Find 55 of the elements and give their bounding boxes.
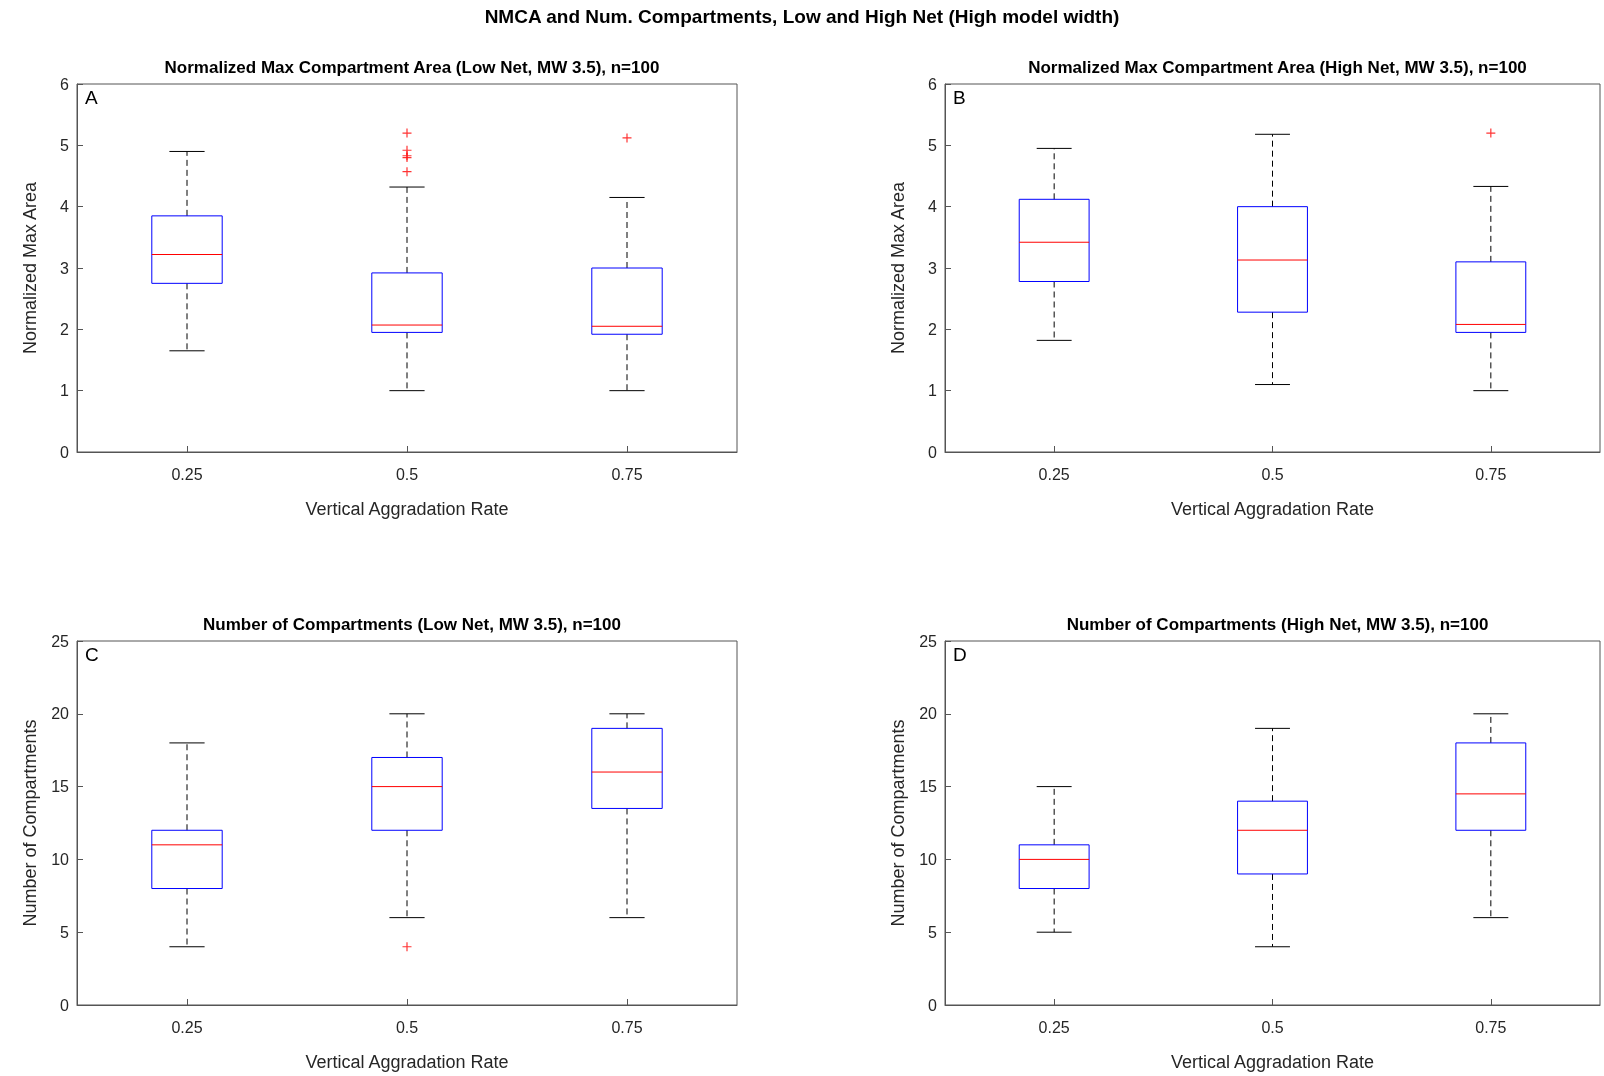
- chart-title: Number of Compartments (Low Net, MW 3.5), n=100: [203, 615, 621, 634]
- annotation: D: [953, 644, 967, 665]
- y-tick-label: 0: [928, 443, 938, 461]
- text: NMCA and Num. Compartments, Low and High Net (High model width): [483, 6, 1121, 28]
- y-tick-label: 25: [919, 632, 938, 650]
- chart-title: Normalized Max Compartment Area (Low Net, MW 3.5), n=100: [164, 58, 660, 77]
- y-tick-label: 4: [928, 198, 938, 216]
- y-tick-label: 5: [60, 136, 70, 154]
- y-tick-label: 20: [51, 705, 70, 723]
- y-tick-label: 2: [60, 320, 70, 338]
- y-tick-label: 1: [928, 382, 938, 400]
- x-tick-label: 0.25: [171, 1018, 203, 1036]
- y-tick-label: 10: [51, 850, 70, 868]
- x-axis-title: Vertical Aggradation Rate: [1170, 1052, 1375, 1072]
- y-axis-title: Number of Compartments: [888, 719, 908, 927]
- x-tick-label: 0.5: [1261, 465, 1284, 483]
- y-tick-label: 5: [928, 136, 938, 154]
- y-tick-label: 15: [51, 778, 70, 796]
- x-tick-label: 0.25: [171, 465, 203, 483]
- y-tick-label: 25: [51, 632, 70, 650]
- annotation: A: [85, 87, 98, 108]
- annotation: C: [85, 644, 99, 665]
- y-tick-label: 3: [60, 259, 70, 277]
- x-tick-label: 0.75: [1475, 1018, 1507, 1036]
- y-axis-title: Normalized Max Area: [888, 180, 908, 355]
- y-tick-label: 6: [60, 75, 70, 93]
- y-axis-title: Normalized Max Area: [20, 180, 40, 355]
- x-tick-label: 0.25: [1038, 465, 1070, 483]
- x-tick-label: 0.5: [395, 1018, 419, 1036]
- y-tick-label: 3: [928, 259, 938, 277]
- y-tick-label: 6: [928, 75, 938, 93]
- y-tick-label: 0: [60, 996, 70, 1014]
- x-tick-label: 0.25: [1038, 1018, 1070, 1036]
- y-tick-label: 2: [928, 320, 938, 338]
- x-axis-title: Vertical Aggradation Rate: [1170, 499, 1375, 519]
- x-tick-label: 0.5: [395, 465, 419, 483]
- y-tick-label: 15: [919, 778, 938, 796]
- x-tick-label: 0.75: [1475, 465, 1507, 483]
- y-tick-label: 5: [60, 923, 70, 941]
- annotation: B: [953, 87, 966, 108]
- x-axis-title: Vertical Aggradation Rate: [305, 1052, 509, 1072]
- x-tick-label: 0.75: [611, 1018, 643, 1036]
- y-tick-label: 0: [928, 996, 938, 1014]
- chart-title: Normalized Max Compartment Area (High Net, MW 3.5), n=100: [1028, 58, 1527, 77]
- y-tick-label: 20: [919, 705, 938, 723]
- y-tick-label: 4: [60, 198, 70, 216]
- y-axis-title: Number of Compartments: [20, 719, 40, 927]
- y-tick-label: 5: [928, 923, 938, 941]
- x-tick-label: 0.5: [1261, 1018, 1284, 1036]
- x-tick-label: 0.75: [611, 465, 643, 483]
- y-tick-label: 10: [919, 850, 938, 868]
- x-axis-title: Vertical Aggradation Rate: [305, 499, 509, 519]
- chart-title: Number of Compartments (High Net, MW 3.5), n=100: [1066, 615, 1489, 634]
- y-tick-label: 0: [60, 443, 70, 461]
- y-tick-label: 1: [60, 382, 70, 400]
